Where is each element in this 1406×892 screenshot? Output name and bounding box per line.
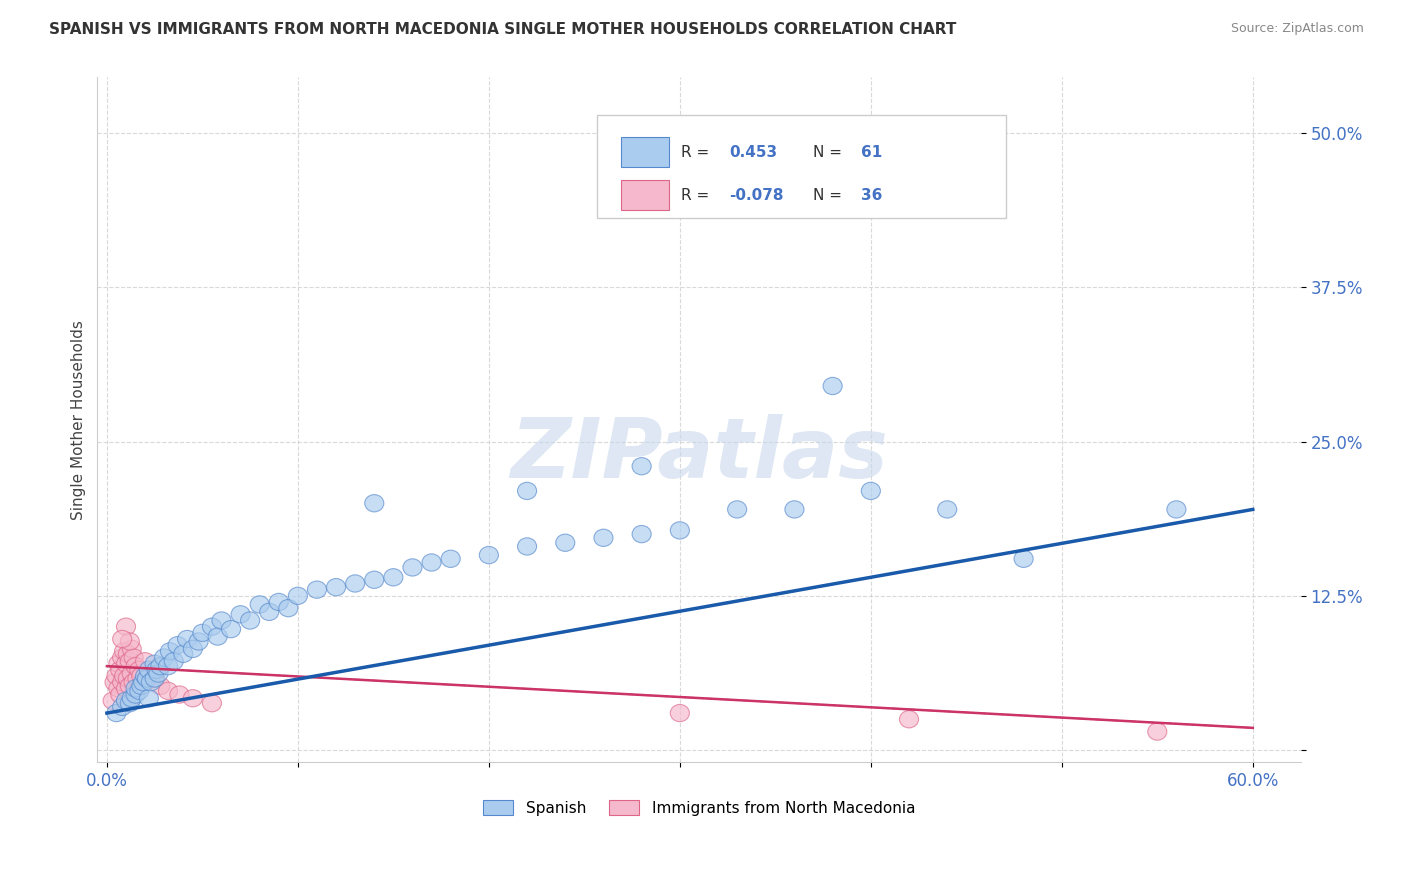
Legend: Spanish, Immigrants from North Macedonia: Spanish, Immigrants from North Macedonia	[475, 792, 922, 823]
Text: Source: ZipAtlas.com: Source: ZipAtlas.com	[1230, 22, 1364, 36]
Text: -0.078: -0.078	[730, 187, 783, 202]
Text: N =: N =	[813, 145, 848, 160]
Y-axis label: Single Mother Households: Single Mother Households	[72, 320, 86, 520]
Text: 61: 61	[862, 145, 883, 160]
Text: 36: 36	[862, 187, 883, 202]
Text: R =: R =	[681, 145, 714, 160]
Text: SPANISH VS IMMIGRANTS FROM NORTH MACEDONIA SINGLE MOTHER HOUSEHOLDS CORRELATION : SPANISH VS IMMIGRANTS FROM NORTH MACEDON…	[49, 22, 956, 37]
FancyBboxPatch shape	[596, 115, 1005, 218]
FancyBboxPatch shape	[620, 180, 669, 211]
Text: N =: N =	[813, 187, 848, 202]
Text: R =: R =	[681, 187, 714, 202]
Text: 0.453: 0.453	[730, 145, 778, 160]
Text: ZIPatlas: ZIPatlas	[510, 414, 887, 495]
FancyBboxPatch shape	[620, 137, 669, 167]
